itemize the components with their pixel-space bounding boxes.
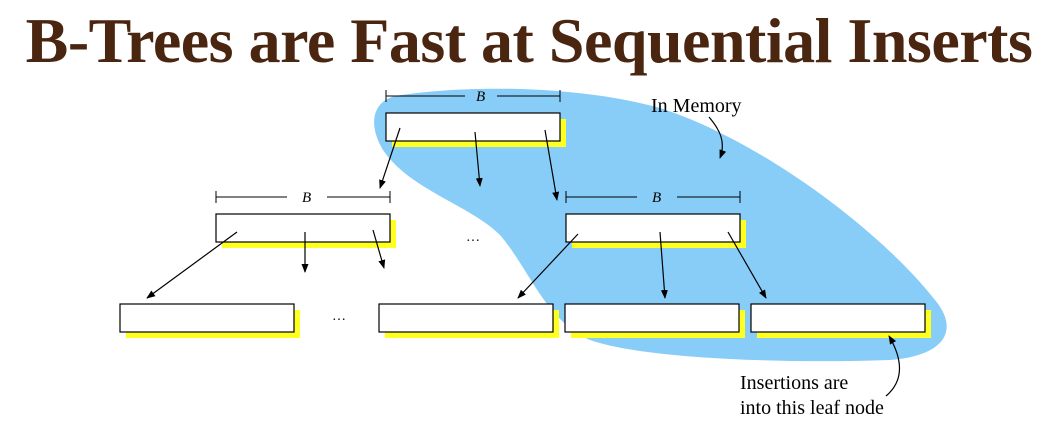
ellipsis-internal: … — [466, 230, 480, 245]
insert-label-line1: Insertions are — [740, 372, 848, 394]
root-node — [385, 112, 566, 147]
edge-right-to-leaf3 — [659, 231, 668, 299]
page-title: B-Trees are Fast at Sequential Inserts — [25, 5, 1033, 76]
edge-right-to-leaf4 — [727, 231, 767, 299]
internal-node-left — [215, 213, 396, 248]
leaf-node-3 — [564, 303, 745, 338]
in-memory-pointer — [708, 116, 727, 159]
internal-node-right — [565, 213, 746, 248]
edge-left-to-leaf1 — [146, 231, 238, 299]
width-marker-root: B — [385, 89, 561, 105]
ellipsis-leaves: … — [332, 309, 346, 324]
insert-pointer — [885, 335, 900, 397]
width-marker-label: B — [652, 190, 661, 206]
edge-right-to-leaf2 — [517, 233, 579, 299]
width-marker-label: B — [302, 190, 311, 206]
edge-root-to-left — [379, 127, 401, 189]
leaf-node-insert-target — [750, 303, 931, 338]
in-memory-label: In Memory — [651, 95, 742, 117]
leaf-node-2 — [378, 303, 559, 338]
insert-label-line2: into this leaf node — [740, 397, 884, 419]
width-marker-right: B — [565, 190, 741, 206]
edge-root-to-right — [544, 129, 560, 201]
edge-root-to-middle — [474, 131, 483, 187]
edge-left-to-right — [372, 229, 386, 269]
width-marker-left: B — [215, 190, 391, 206]
leaf-node-1 — [119, 303, 300, 338]
width-marker-label: B — [476, 89, 485, 105]
